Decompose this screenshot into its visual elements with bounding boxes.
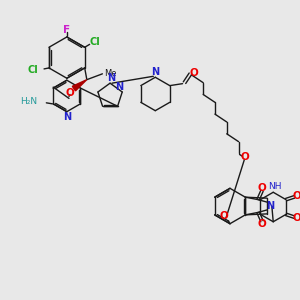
Text: O: O: [220, 211, 229, 221]
Text: O: O: [258, 219, 266, 229]
Text: N: N: [107, 73, 115, 83]
Text: Cl: Cl: [27, 65, 38, 75]
Text: N: N: [266, 201, 274, 211]
Text: O: O: [240, 152, 249, 162]
Text: N: N: [63, 112, 71, 122]
Text: O: O: [292, 213, 300, 223]
Text: O: O: [292, 191, 300, 201]
Text: F: F: [63, 25, 70, 35]
Text: N: N: [115, 82, 123, 92]
Text: O: O: [190, 68, 199, 78]
Text: H₂N: H₂N: [20, 97, 38, 106]
Text: O: O: [258, 183, 266, 193]
Text: O: O: [66, 88, 74, 98]
Polygon shape: [72, 80, 87, 91]
Text: Me: Me: [104, 69, 117, 78]
Text: NH: NH: [268, 182, 282, 191]
Text: Cl: Cl: [89, 38, 100, 47]
Text: N: N: [151, 68, 159, 77]
